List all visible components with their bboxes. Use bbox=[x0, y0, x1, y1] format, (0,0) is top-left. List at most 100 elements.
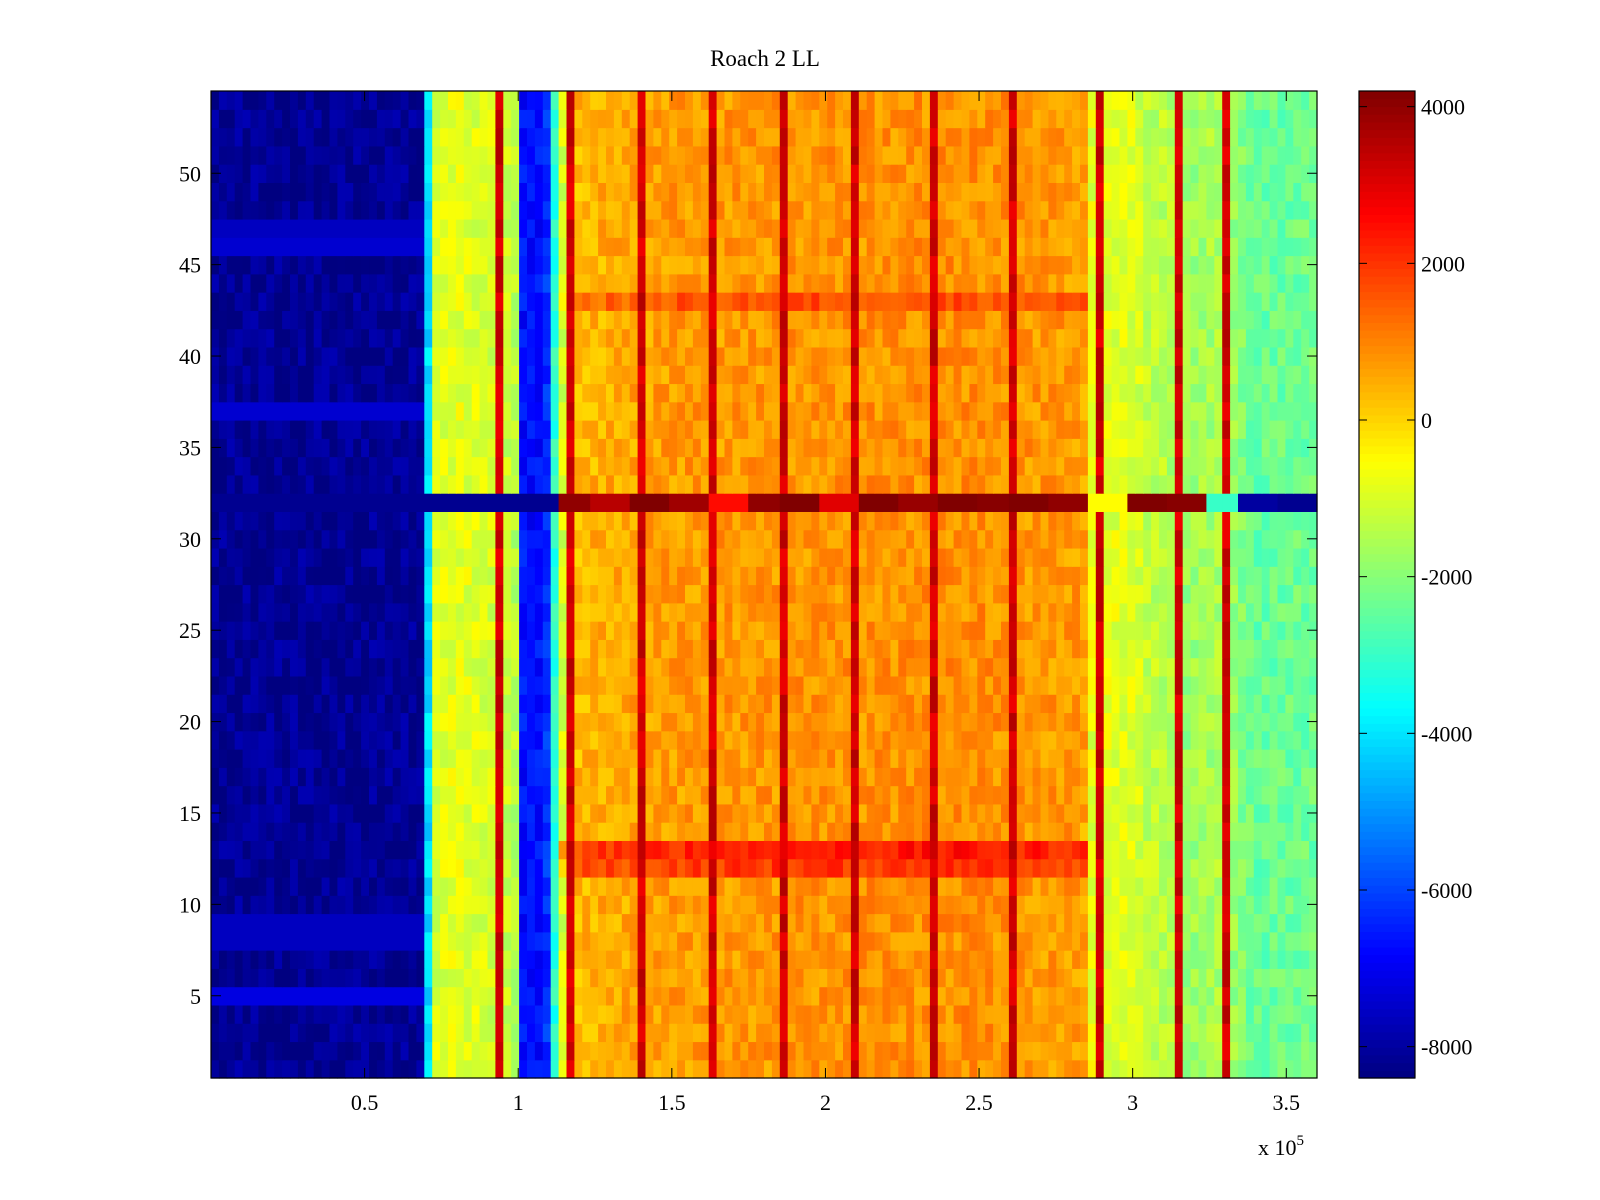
heatmap-cell bbox=[527, 456, 536, 476]
heatmap-cell bbox=[321, 675, 331, 695]
heatmap-cell bbox=[479, 822, 489, 841]
heatmap-cell bbox=[455, 566, 465, 586]
heatmap-cell bbox=[756, 968, 765, 988]
heatmap-cell bbox=[1159, 712, 1168, 732]
heatmap-cell bbox=[677, 950, 686, 969]
heatmap-cell bbox=[527, 712, 536, 732]
heatmap-cell bbox=[1032, 694, 1042, 714]
heatmap-cell bbox=[779, 1004, 789, 1024]
heatmap-cell bbox=[1103, 876, 1113, 896]
heatmap-cell bbox=[953, 767, 963, 787]
heatmap-cell bbox=[1198, 840, 1207, 860]
heatmap-cell bbox=[937, 694, 947, 714]
heatmap-cell bbox=[1064, 529, 1073, 549]
heatmap-cell bbox=[1080, 621, 1089, 640]
heatmap-cell bbox=[1119, 584, 1128, 604]
heatmap-cell bbox=[479, 767, 489, 787]
heatmap-cell bbox=[1040, 712, 1049, 732]
heatmap-cell bbox=[1048, 438, 1057, 458]
heatmap-cell bbox=[1135, 712, 1144, 732]
heatmap-cell bbox=[1301, 529, 1310, 549]
heatmap-cell bbox=[432, 712, 441, 732]
heatmap-cell bbox=[700, 529, 710, 549]
heatmap-cell bbox=[1166, 1004, 1176, 1024]
heatmap-cell bbox=[242, 438, 252, 458]
heatmap-cell bbox=[700, 931, 710, 951]
heatmap-cell bbox=[1245, 785, 1255, 805]
heatmap-cell bbox=[700, 420, 710, 439]
heatmap-cell bbox=[550, 749, 560, 768]
heatmap-cell bbox=[503, 438, 512, 458]
heatmap-cell bbox=[1269, 749, 1279, 768]
heatmap-cell bbox=[574, 840, 583, 860]
heatmap-cell bbox=[369, 858, 378, 878]
heatmap-cell bbox=[550, 767, 560, 787]
heatmap-cell bbox=[408, 456, 417, 476]
heatmap-cell bbox=[392, 584, 402, 604]
heatmap-cell bbox=[1230, 749, 1239, 768]
heatmap-cell bbox=[1182, 1041, 1192, 1061]
heatmap-cell bbox=[764, 803, 773, 823]
heatmap-cell bbox=[724, 1059, 733, 1079]
heatmap-cell bbox=[1048, 584, 1057, 604]
heatmap-cell bbox=[1198, 493, 1207, 512]
heatmap-cell bbox=[961, 602, 970, 622]
heatmap-cell bbox=[890, 639, 899, 659]
heatmap-cell bbox=[234, 858, 244, 878]
heatmap-cell bbox=[669, 803, 678, 823]
heatmap-cell bbox=[756, 1004, 765, 1024]
heatmap-cell bbox=[590, 675, 599, 695]
heatmap-cell bbox=[1040, 675, 1049, 695]
heatmap-cell bbox=[1174, 840, 1184, 860]
heatmap-cell bbox=[534, 602, 544, 622]
heatmap-cell bbox=[361, 694, 370, 714]
heatmap-cell bbox=[392, 730, 402, 750]
heatmap-cell bbox=[416, 986, 425, 1006]
heatmap-cell bbox=[503, 785, 512, 805]
heatmap-cell bbox=[803, 876, 812, 896]
heatmap-cell bbox=[448, 1041, 457, 1061]
heatmap-cell bbox=[1206, 602, 1215, 622]
heatmap-cell bbox=[297, 986, 307, 1006]
heatmap-cell bbox=[882, 529, 891, 549]
heatmap-cell bbox=[1119, 493, 1128, 512]
heatmap-cell bbox=[424, 675, 433, 695]
heatmap-cell bbox=[1119, 1041, 1128, 1061]
heatmap-cell bbox=[1032, 858, 1042, 878]
heatmap-cell bbox=[1214, 584, 1223, 604]
heatmap-cell bbox=[937, 767, 947, 787]
heatmap-cell bbox=[566, 694, 575, 714]
heatmap-cell bbox=[874, 493, 884, 512]
heatmap-cell bbox=[906, 621, 915, 640]
heatmap-cell bbox=[827, 1023, 836, 1043]
heatmap-cell bbox=[1072, 785, 1081, 805]
heatmap-cell bbox=[858, 456, 868, 476]
heatmap-cell bbox=[384, 621, 394, 640]
heatmap-cell bbox=[929, 1004, 939, 1024]
heatmap-cell bbox=[479, 511, 489, 531]
heatmap-cell bbox=[598, 1004, 607, 1024]
heatmap-cell bbox=[479, 895, 489, 915]
heatmap-cell bbox=[590, 950, 599, 969]
heatmap-cell bbox=[1111, 566, 1121, 586]
heatmap-cell bbox=[993, 950, 1002, 969]
heatmap-cell bbox=[795, 986, 805, 1006]
heatmap-cell bbox=[566, 858, 575, 878]
heatmap-cell bbox=[376, 493, 386, 512]
heatmap-cell bbox=[250, 1004, 259, 1024]
heatmap-cell bbox=[1277, 767, 1286, 787]
heatmap-cell bbox=[574, 456, 583, 476]
heatmap-cell bbox=[645, 1059, 654, 1079]
heatmap-cell bbox=[685, 511, 694, 531]
heatmap-cell bbox=[835, 602, 844, 622]
heatmap-cell bbox=[843, 1023, 852, 1043]
heatmap-cell bbox=[582, 493, 591, 512]
heatmap-cell bbox=[756, 621, 765, 640]
heatmap-cell bbox=[661, 840, 670, 860]
heatmap-cell bbox=[748, 547, 757, 567]
heatmap-cell bbox=[503, 712, 512, 732]
heatmap-cell bbox=[858, 694, 868, 714]
heatmap-cell bbox=[653, 1004, 662, 1024]
heatmap-cell bbox=[1182, 767, 1192, 787]
heatmap-cell bbox=[305, 1023, 315, 1043]
